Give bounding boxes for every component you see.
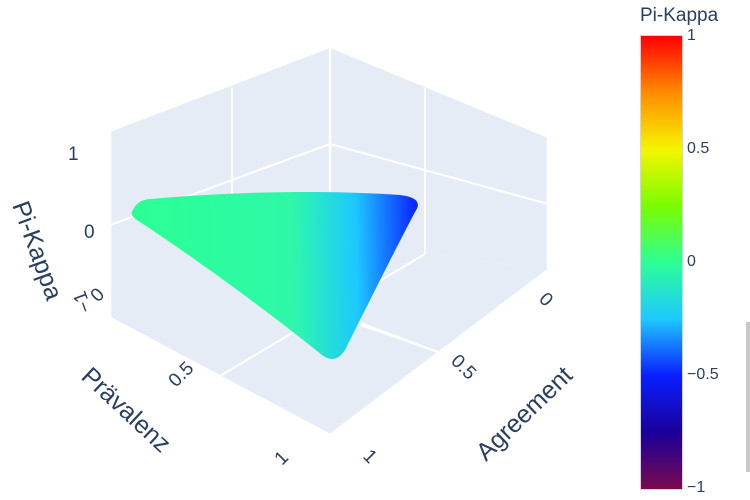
colorbar-title: Pi-Kappa (640, 5, 719, 26)
plot-area[interactable]: 1 0 −1 Pi-Kappa 0 0.5 1 Prävalenz 0 0.5 … (0, 0, 640, 500)
colorbar: Pi-Kappa 1 0.5 0 −0.5 −1 (640, 0, 750, 500)
colorbar-gradient (640, 35, 683, 490)
z-tick-1: 1 (68, 144, 79, 165)
y-axis-title: Prävalenz (76, 362, 176, 458)
x-tick-05: 0.5 (446, 351, 480, 385)
colorbar-tick-neg1: −1 (687, 479, 706, 496)
colorbar-tick-05: 0.5 (687, 140, 710, 157)
x-axis-title: Agreement (471, 361, 578, 466)
z-axis-title: Pi-Kappa (6, 197, 68, 303)
x-tick-1: 1 (358, 446, 380, 468)
pi-kappa-surface[interactable] (131, 191, 418, 359)
scrollbar-thumb[interactable] (746, 322, 750, 472)
x-tick-0: 0 (534, 289, 556, 311)
colorbar-tick-neg05: −0.5 (687, 366, 719, 383)
colorbar-tick-1: 1 (687, 27, 696, 44)
y-tick-1: 1 (271, 447, 293, 469)
colorbar-tick-0: 0 (687, 253, 696, 270)
z-tick-0: 0 (84, 222, 95, 243)
